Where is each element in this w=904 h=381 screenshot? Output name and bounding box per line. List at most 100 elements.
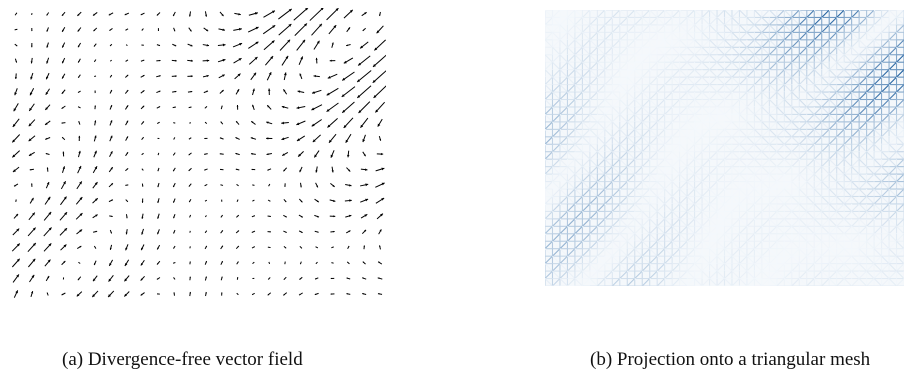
mesh-edge xyxy=(634,114,643,123)
mesh-edge xyxy=(798,10,808,18)
mesh-edge xyxy=(619,46,628,56)
mesh-edge xyxy=(813,181,823,190)
vector-arrow xyxy=(250,137,257,140)
mesh-edge xyxy=(679,188,688,197)
mesh-edge xyxy=(881,188,890,197)
mesh-edge xyxy=(836,203,845,212)
vector-arrow xyxy=(328,133,337,144)
mesh-edge xyxy=(851,196,860,205)
mesh-edge xyxy=(791,121,800,130)
mesh-edge xyxy=(791,128,800,138)
mesh-edge xyxy=(843,99,853,108)
vector-arrow xyxy=(377,293,383,295)
mesh-edge xyxy=(552,225,561,235)
mesh-edge xyxy=(567,91,576,100)
mesh-edge xyxy=(828,128,838,138)
mesh-edge xyxy=(671,196,681,205)
vector-arrow xyxy=(188,27,192,32)
mesh-edge xyxy=(881,218,890,227)
mesh-edge xyxy=(574,136,583,145)
mesh-edge xyxy=(873,218,882,227)
mesh-edge xyxy=(754,84,763,93)
mesh-edge xyxy=(582,121,591,130)
mesh-edge xyxy=(679,61,688,71)
mesh-edge xyxy=(806,46,815,56)
mesh-edge xyxy=(545,24,553,33)
mesh-edge xyxy=(873,84,882,93)
vector-arrow xyxy=(248,56,258,65)
vector-arrow xyxy=(267,168,272,171)
vector-arrow xyxy=(266,153,272,156)
vector-arrow xyxy=(263,40,275,51)
vector-arrow xyxy=(204,168,208,171)
mesh-edge xyxy=(791,143,800,153)
mesh-edge xyxy=(828,181,838,190)
mesh-edge xyxy=(828,106,838,115)
mesh-edge xyxy=(791,181,800,190)
vector-arrow xyxy=(62,277,65,280)
mesh-edge xyxy=(768,84,778,93)
mesh-edge xyxy=(731,84,740,93)
mesh-edge xyxy=(724,166,733,175)
vector-arrow xyxy=(27,227,36,237)
mesh-edge xyxy=(836,99,845,108)
mesh-edge xyxy=(843,196,853,205)
vector-arrow xyxy=(313,40,320,50)
mesh-edge xyxy=(836,84,845,93)
mesh-edge xyxy=(768,121,778,130)
vector-arrow xyxy=(329,59,336,62)
mesh-edge xyxy=(634,203,643,212)
vector-arrow xyxy=(141,28,144,31)
vector-arrow xyxy=(267,215,271,217)
mesh-edge xyxy=(731,46,740,56)
mesh-edge xyxy=(686,31,695,41)
mesh-edge xyxy=(873,39,882,48)
vector-arrow xyxy=(279,39,291,51)
mesh-edge xyxy=(574,188,583,197)
mesh-edge xyxy=(836,17,845,26)
mesh-edge xyxy=(634,240,643,250)
vector-arrow xyxy=(60,196,67,206)
mesh-edge xyxy=(552,17,561,26)
mesh-edge xyxy=(589,218,598,227)
mesh-edge xyxy=(574,151,583,160)
mesh-edge xyxy=(761,128,770,138)
vector-arrow xyxy=(220,184,224,186)
mesh-edge xyxy=(679,151,688,160)
vector-arrow xyxy=(252,261,255,264)
vector-arrow xyxy=(109,151,113,157)
mesh-edge xyxy=(836,69,845,78)
mesh-edge xyxy=(821,151,830,160)
mesh-edge xyxy=(611,31,621,41)
mesh-edge xyxy=(888,61,897,71)
vector-arrow xyxy=(140,275,145,281)
mesh-edge xyxy=(783,99,793,108)
mesh-edge xyxy=(596,128,606,138)
mesh-edge xyxy=(798,166,808,175)
mesh-edge xyxy=(731,158,740,168)
mesh-edge xyxy=(858,136,867,145)
mesh-edge xyxy=(589,233,598,242)
mesh-edge xyxy=(866,225,875,235)
mesh-edge xyxy=(567,84,576,93)
vector-arrow xyxy=(109,229,113,234)
mesh-edge xyxy=(709,69,718,78)
vector-arrow xyxy=(61,136,66,141)
vector-arrow xyxy=(61,105,66,110)
vector-arrow xyxy=(299,73,303,80)
mesh-edge xyxy=(761,143,770,153)
mesh-edge xyxy=(866,158,875,168)
mesh-edge xyxy=(791,31,800,41)
mesh-edge xyxy=(649,121,658,130)
mesh-edge xyxy=(716,181,725,190)
vector-arrow xyxy=(345,184,352,187)
mesh-edge xyxy=(649,39,658,48)
mesh-edge xyxy=(545,46,553,56)
mesh-edge xyxy=(634,143,643,153)
mesh-edge xyxy=(716,218,725,227)
mesh-edge xyxy=(596,91,606,100)
mesh-edge xyxy=(582,233,591,242)
mesh-edge xyxy=(686,196,695,205)
mesh-edge xyxy=(873,99,882,108)
vector-arrow xyxy=(187,90,193,93)
